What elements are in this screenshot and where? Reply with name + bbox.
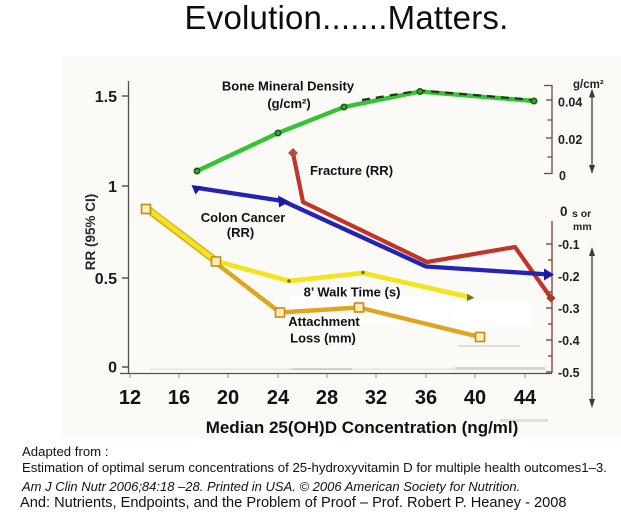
svg-text:-0.4: -0.4 — [558, 334, 580, 348]
svg-text:Loss (mm): Loss (mm) — [290, 331, 356, 346]
svg-text:(RR): (RR) — [227, 225, 254, 240]
svg-text:-0.3: -0.3 — [558, 302, 580, 316]
svg-text:(g/cm²): (g/cm²) — [267, 96, 310, 111]
svg-text:1.5: 1.5 — [95, 89, 117, 106]
svg-text:1: 1 — [108, 179, 117, 196]
svg-text:0.5: 0.5 — [95, 271, 117, 288]
svg-text:0: 0 — [108, 360, 117, 377]
svg-text:Bone Mineral Density: Bone Mineral Density — [222, 79, 355, 94]
svg-text:g/cm²: g/cm² — [573, 79, 604, 91]
svg-text:-0.1: -0.1 — [558, 238, 580, 252]
svg-text:28: 28 — [316, 387, 338, 409]
svg-text:Fracture (RR): Fracture (RR) — [310, 163, 393, 178]
svg-text:40: 40 — [464, 387, 486, 409]
svg-text:16: 16 — [168, 387, 190, 409]
svg-text:0.02: 0.02 — [558, 133, 582, 147]
svg-text:RR (95% CI): RR (95% CI) — [83, 194, 98, 271]
svg-text:0: 0 — [560, 204, 568, 219]
svg-text:36: 36 — [415, 387, 437, 409]
svg-text:-0.5: -0.5 — [558, 366, 580, 380]
svg-text:44: 44 — [514, 387, 537, 409]
svg-text:24: 24 — [267, 387, 290, 409]
svg-text:0.04: 0.04 — [558, 96, 582, 110]
svg-text:Colon Cancer: Colon Cancer — [201, 210, 286, 225]
svg-text:Attachment: Attachment — [288, 314, 360, 329]
svg-text:0: 0 — [559, 169, 566, 183]
svg-text:20: 20 — [217, 387, 239, 409]
svg-text:12: 12 — [119, 387, 141, 409]
svg-text:s or: s or — [572, 208, 591, 220]
svg-text:-0.2: -0.2 — [558, 270, 580, 284]
svg-text:32: 32 — [365, 387, 387, 409]
svg-text:mm: mm — [573, 221, 592, 233]
svg-text:8’ Walk Time (s): 8’ Walk Time (s) — [304, 285, 401, 300]
svg-text:Median 25(OH)D Concentration (: Median 25(OH)D Concentration (ng/ml) — [206, 418, 519, 437]
